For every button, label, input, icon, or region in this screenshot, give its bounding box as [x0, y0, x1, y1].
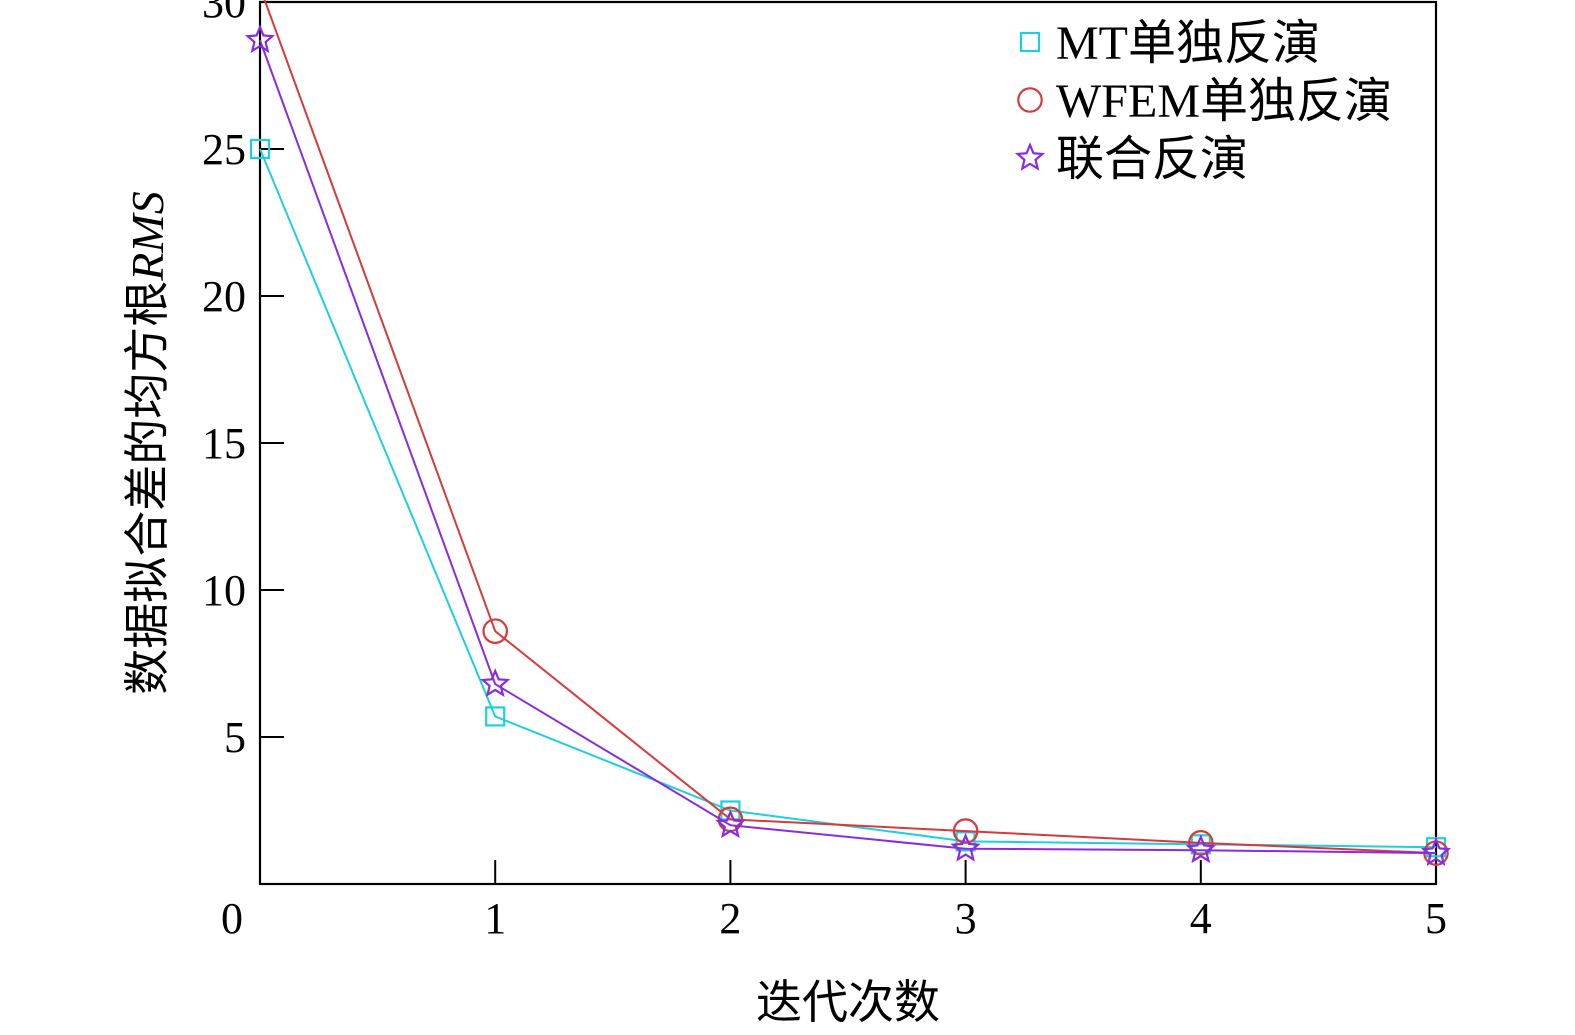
y-axis: 5 10 15 20 25 30 [202, 0, 284, 762]
x-tick-label: 1 [484, 894, 506, 943]
series-line [263, 0, 1437, 855]
data-point [482, 618, 508, 644]
legend-label: WFEM单独反演 [1056, 75, 1392, 128]
y-tick-label: 30 [202, 0, 246, 27]
y-tick-label: 15 [202, 419, 246, 468]
y-tick-label: 25 [202, 125, 246, 174]
y-tick-label: 10 [202, 566, 246, 615]
data-point [1188, 830, 1214, 856]
x-tick-label: 0 [221, 894, 243, 943]
plot-frame [258, 0, 1438, 886]
y-axis-title: 数据拟合差的均方根RMS [122, 191, 173, 694]
data-point [955, 831, 976, 852]
data-point [1420, 837, 1452, 867]
legend-marker [1019, 31, 1041, 53]
legend-marker [1014, 142, 1046, 171]
legend-marker [1017, 87, 1043, 113]
series-1 [249, 138, 1447, 858]
data-point [244, 24, 276, 54]
data-point [485, 706, 506, 727]
x-axis-title: 迭代次数 [756, 977, 940, 1028]
legend-label: 联合反演 [1056, 133, 1248, 186]
y-tick-label: 20 [202, 272, 246, 321]
y-axis-title-rms: RMS [122, 191, 173, 281]
data-point [249, 138, 271, 160]
series-line [259, 39, 1437, 855]
data-point [952, 818, 979, 844]
data-point [950, 832, 981, 862]
series-layer [244, 0, 1452, 867]
x-tick-label: 5 [1425, 894, 1447, 943]
legend-item: 联合反演 [1014, 133, 1248, 186]
x-axis: 0 1 2 3 4 5 [221, 860, 1447, 943]
x-tick-label: 4 [1190, 894, 1212, 943]
data-point [1185, 834, 1216, 864]
legend-label: MT单独反演 [1056, 17, 1320, 70]
y-tick-label: 5 [224, 713, 246, 762]
series-2 [258, 0, 1449, 866]
data-point [715, 809, 746, 839]
data-point [480, 668, 511, 697]
y-axis-title-text: 数据拟合差的均方根 [122, 281, 173, 695]
series-3 [244, 24, 1452, 867]
legend-item: WFEM单独反演 [1017, 75, 1392, 128]
series-line [259, 148, 1437, 849]
x-tick-label: 3 [955, 894, 977, 943]
legend-item: MT单独反演 [1019, 17, 1320, 70]
x-tick-label: 2 [719, 894, 741, 943]
